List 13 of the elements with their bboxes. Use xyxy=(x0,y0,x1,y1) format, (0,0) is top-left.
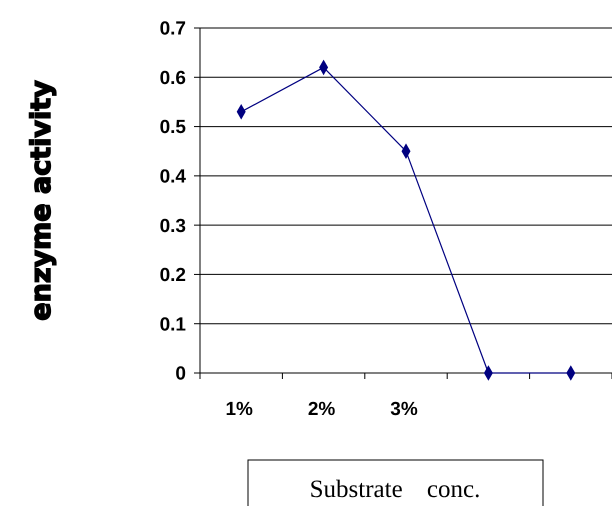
y-axis-title: enzyme activity xyxy=(26,80,57,321)
y-tick-label: 0 xyxy=(175,364,186,385)
y-tick-label: 0.1 xyxy=(160,314,186,336)
y-tick-label: 0.6 xyxy=(160,68,186,89)
y-tick-label: 0.3 xyxy=(160,216,186,237)
x-tick-label: 1% xyxy=(225,399,254,420)
y-tick-label: 0.2 xyxy=(160,265,186,286)
x-tick-label: 2% xyxy=(308,399,336,420)
y-tick-label: 0.5 xyxy=(160,117,186,138)
y-tick-label: 0.4 xyxy=(160,166,186,188)
x-tick-label: 3% xyxy=(390,399,418,420)
x-axis-title: Substrate conc. xyxy=(310,476,480,503)
y-tick-label: 0.7 xyxy=(160,18,186,40)
